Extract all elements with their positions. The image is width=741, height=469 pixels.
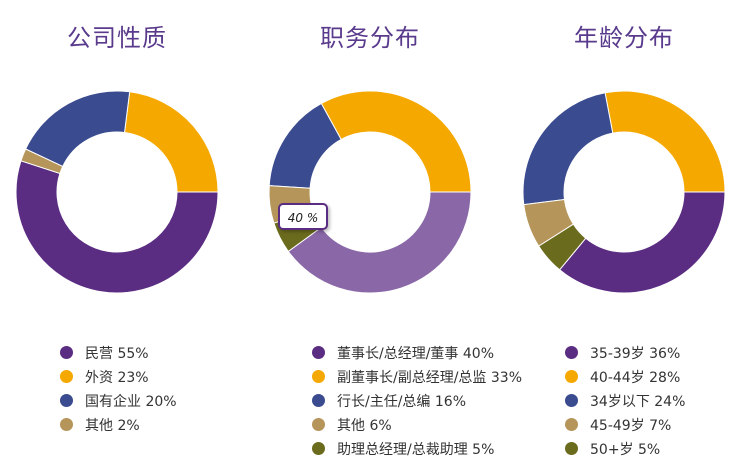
- donut-slice[interactable]: [538, 223, 587, 271]
- legend-item[interactable]: 45-49岁 7%: [565, 414, 685, 438]
- legend-label: 35-39岁 36%: [590, 346, 681, 362]
- legend-label: 国有企业 20%: [85, 394, 177, 410]
- legend-label: 外资 23%: [85, 370, 149, 386]
- legend-item[interactable]: 行长/主任/总编 16%: [312, 390, 522, 414]
- legend-label: 行长/主任/总编 16%: [337, 394, 467, 410]
- age-donut: [522, 90, 726, 294]
- donut-slice[interactable]: [20, 148, 64, 175]
- age-title: 年龄分布: [574, 24, 674, 52]
- legend-item[interactable]: 董事长/总经理/董事 40%: [312, 342, 522, 366]
- legend-swatch: [565, 418, 578, 431]
- age-legend: 35-39岁 36% 40-44岁 28% 34岁以下 24% 45-49岁 7% 50…: [565, 342, 685, 462]
- legend-label: 45-49岁 7%: [590, 418, 672, 434]
- legend-swatch: [312, 418, 325, 431]
- legend-label: 助理总经理/总裁助理 5%: [337, 442, 495, 458]
- legend-swatch: [312, 394, 325, 407]
- legend-item[interactable]: 外资 23%: [60, 366, 177, 390]
- position-donut: [268, 90, 472, 294]
- legend-item[interactable]: 40-44岁 28%: [565, 366, 685, 390]
- legend-item[interactable]: 50+岁 5%: [565, 438, 685, 462]
- legend-label: 董事长/总经理/董事 40%: [337, 346, 495, 362]
- legend-swatch: [565, 346, 578, 359]
- position-tooltip: 40 %: [278, 203, 328, 230]
- legend-item[interactable]: 35-39岁 36%: [565, 342, 685, 366]
- legend-swatch: [60, 418, 73, 431]
- legend-swatch: [312, 442, 325, 455]
- legend-swatch: [60, 346, 73, 359]
- donut-slice[interactable]: [24, 90, 131, 168]
- position-legend: 董事长/总经理/董事 40% 副董事长/副总经理/总监 33% 行长/主任/总编 1…: [312, 342, 522, 462]
- legend-swatch: [565, 370, 578, 383]
- donut-slice[interactable]: [287, 191, 472, 294]
- company-type-legend: 民营 55% 外资 23% 国有企业 20% 其他 2%: [60, 342, 177, 438]
- legend-label: 副董事长/副总经理/总监 33%: [337, 370, 523, 386]
- donut-slice[interactable]: [320, 90, 472, 193]
- donut-slice[interactable]: [558, 191, 726, 294]
- legend-swatch: [60, 370, 73, 383]
- legend-swatch: [312, 346, 325, 359]
- legend-label: 民营 55%: [85, 346, 149, 362]
- legend-item[interactable]: 国有企业 20%: [60, 390, 177, 414]
- donut-slice[interactable]: [15, 160, 219, 294]
- company-type-donut: [15, 90, 219, 294]
- legend-item[interactable]: 其他 2%: [60, 414, 177, 438]
- legend-swatch: [565, 442, 578, 455]
- donut-slice[interactable]: [123, 91, 219, 193]
- legend-label: 50+岁 5%: [590, 442, 661, 458]
- legend-swatch: [312, 370, 325, 383]
- donut-slice[interactable]: [604, 90, 726, 193]
- legend-label: 其他 2%: [85, 418, 140, 434]
- legend-item[interactable]: 民营 55%: [60, 342, 177, 366]
- legend-label: 34岁以下 24%: [590, 394, 686, 410]
- donut-slice[interactable]: [268, 102, 342, 189]
- legend-item[interactable]: 副董事长/副总经理/总监 33%: [312, 366, 522, 390]
- legend-item[interactable]: 其他 6%: [312, 414, 522, 438]
- legend-swatch: [565, 394, 578, 407]
- legend-label: 40-44岁 28%: [590, 370, 681, 386]
- position-title: 职务分布: [320, 24, 420, 52]
- legend-item[interactable]: 34岁以下 24%: [565, 390, 685, 414]
- donut-slice[interactable]: [522, 92, 614, 206]
- legend-swatch: [60, 394, 73, 407]
- legend-label: 其他 6%: [337, 418, 392, 434]
- company-type-title: 公司性质: [67, 24, 167, 52]
- donut-slice[interactable]: [523, 198, 575, 247]
- legend-item[interactable]: 助理总经理/总裁助理 5%: [312, 438, 522, 462]
